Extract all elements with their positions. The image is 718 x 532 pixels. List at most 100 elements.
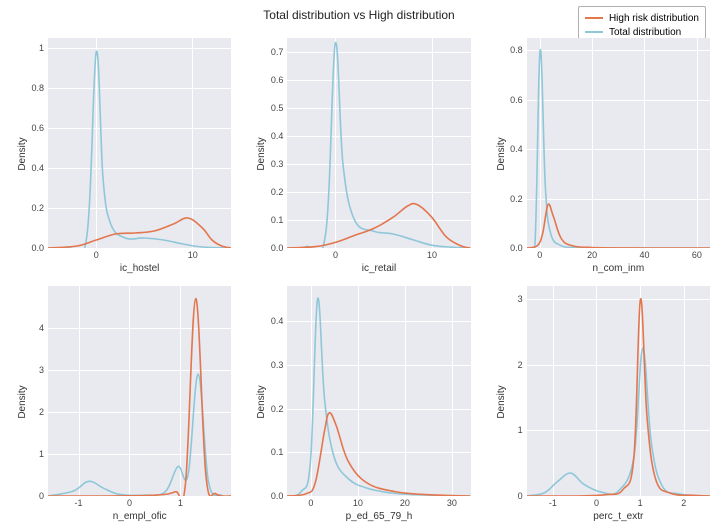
- yticks: 0123: [501, 286, 525, 496]
- series-total: [48, 51, 231, 248]
- plot-area: [527, 38, 710, 248]
- yticks: 0.00.10.20.30.40.50.60.7: [261, 38, 285, 248]
- xtick-label: 0: [127, 498, 132, 508]
- xticks: 0 10: [48, 250, 231, 262]
- xtick-label: 2: [681, 498, 686, 508]
- xticks: -1 0 1: [48, 498, 231, 510]
- ytick-label: 0: [499, 491, 523, 501]
- plot-svg: [527, 286, 710, 496]
- legend-label-high: High risk distribution: [609, 13, 699, 24]
- ytick-label: 3: [20, 365, 44, 375]
- xtick-label: 10: [188, 250, 198, 260]
- yticks: 0.00.10.20.30.4: [261, 286, 285, 496]
- xlabel: ic_hostel: [48, 263, 231, 274]
- ytick-label: 0.2: [20, 203, 44, 213]
- xtick-label: 30: [447, 498, 457, 508]
- plot-area: [527, 286, 710, 496]
- ytick-label: 0.3: [259, 360, 283, 370]
- series-high: [287, 204, 470, 248]
- ytick-label: 0.8: [499, 45, 523, 55]
- xticks: 0 10 20 30: [287, 498, 470, 510]
- xticks: -1 0 1 2: [527, 498, 710, 510]
- ytick-label: 0.0: [499, 243, 523, 253]
- ytick-label: 0.4: [499, 144, 523, 154]
- gridline-h: [527, 248, 710, 249]
- ytick-label: 0.4: [259, 316, 283, 326]
- xtick-label: -1: [75, 498, 83, 508]
- ytick-label: 2: [20, 407, 44, 417]
- xlabel: p_ed_65_79_h: [287, 511, 470, 522]
- series-total: [287, 298, 470, 496]
- ytick-label: 0.2: [499, 194, 523, 204]
- ytick-label: 0.1: [259, 447, 283, 457]
- ytick-label: 0.6: [499, 95, 523, 105]
- xtick-label: 40: [639, 250, 649, 260]
- ytick-label: 0: [20, 491, 44, 501]
- ytick-label: 0.8: [20, 83, 44, 93]
- plot-svg: [48, 38, 231, 248]
- yticks: 0.00.20.40.60.81: [22, 38, 46, 248]
- xtick-label: 10: [353, 498, 363, 508]
- gridline-h: [287, 496, 470, 497]
- subplot-5: Densityperc_t_extr0123-1012: [479, 278, 718, 526]
- figure: Total distribution vs High distribution …: [0, 0, 718, 532]
- ytick-label: 0.6: [259, 75, 283, 85]
- subplot-4: Densityp_ed_65_79_h0.00.10.20.30.4010203…: [239, 278, 478, 526]
- ytick-label: 0.4: [259, 131, 283, 141]
- plot-svg: [287, 286, 470, 496]
- subplot-3: Densityn_empl_ofic01234-101: [0, 278, 239, 526]
- plot-area: [287, 38, 470, 248]
- ytick-label: 0.2: [259, 404, 283, 414]
- ytick-label: 0.6: [20, 123, 44, 133]
- xtick-label: 20: [400, 498, 410, 508]
- ytick-label: 0.2: [259, 187, 283, 197]
- ytick-label: 1: [20, 449, 44, 459]
- ytick-label: 3: [499, 294, 523, 304]
- ytick-label: 0.1: [259, 215, 283, 225]
- plot-area: [287, 286, 470, 496]
- xlabel: n_com_inm: [527, 263, 710, 274]
- plot-area: [48, 38, 231, 248]
- xtick-label: 0: [94, 250, 99, 260]
- plot-svg: [48, 286, 231, 496]
- legend-item-high: High risk distribution: [585, 11, 699, 25]
- ytick-label: 2: [499, 360, 523, 370]
- gridline-h: [48, 248, 231, 249]
- xticks: 010: [287, 250, 470, 262]
- xticks: 0204060: [527, 250, 710, 262]
- yticks: 0.00.20.40.60.8: [501, 38, 525, 248]
- subplot-0: Densityic_hostel0.00.20.40.60.81010: [0, 30, 239, 278]
- gridline-h: [48, 496, 231, 497]
- ytick-label: 0.0: [259, 491, 283, 501]
- xtick-label: -1: [549, 498, 557, 508]
- xtick-label: 10: [427, 250, 437, 260]
- xtick-label: 0: [308, 498, 313, 508]
- ytick-label: 0.3: [259, 159, 283, 169]
- gridline-h: [287, 248, 470, 249]
- xtick-label: 20: [587, 250, 597, 260]
- ytick-label: 0.5: [259, 103, 283, 113]
- ytick-label: 0.7: [259, 47, 283, 57]
- xtick-label: 0: [537, 250, 542, 260]
- xtick-label: 0: [594, 498, 599, 508]
- ytick-label: 0.4: [20, 163, 44, 173]
- yticks: 01234: [22, 286, 46, 496]
- plot-svg: [527, 38, 710, 248]
- subplot-grid: Densityic_hostel0.00.20.40.60.81010Densi…: [0, 30, 718, 526]
- plot-svg: [287, 38, 470, 248]
- ytick-label: 0.0: [259, 243, 283, 253]
- series-high: [48, 299, 231, 496]
- subplot-2: Densityn_com_inm0.00.20.40.60.80204060: [479, 30, 718, 278]
- series-high: [527, 299, 710, 496]
- plot-area: [48, 286, 231, 496]
- series-high: [48, 218, 231, 248]
- xtick-label: 1: [638, 498, 643, 508]
- ytick-label: 1: [499, 425, 523, 435]
- subplot-1: Densityic_retail0.00.10.20.30.40.50.60.7…: [239, 30, 478, 278]
- xtick-label: 1: [178, 498, 183, 508]
- series-total: [527, 348, 710, 496]
- xlabel: n_empl_ofic: [48, 511, 231, 522]
- xlabel: perc_t_extr: [527, 511, 710, 522]
- series-total: [287, 43, 470, 248]
- ytick-label: 4: [20, 323, 44, 333]
